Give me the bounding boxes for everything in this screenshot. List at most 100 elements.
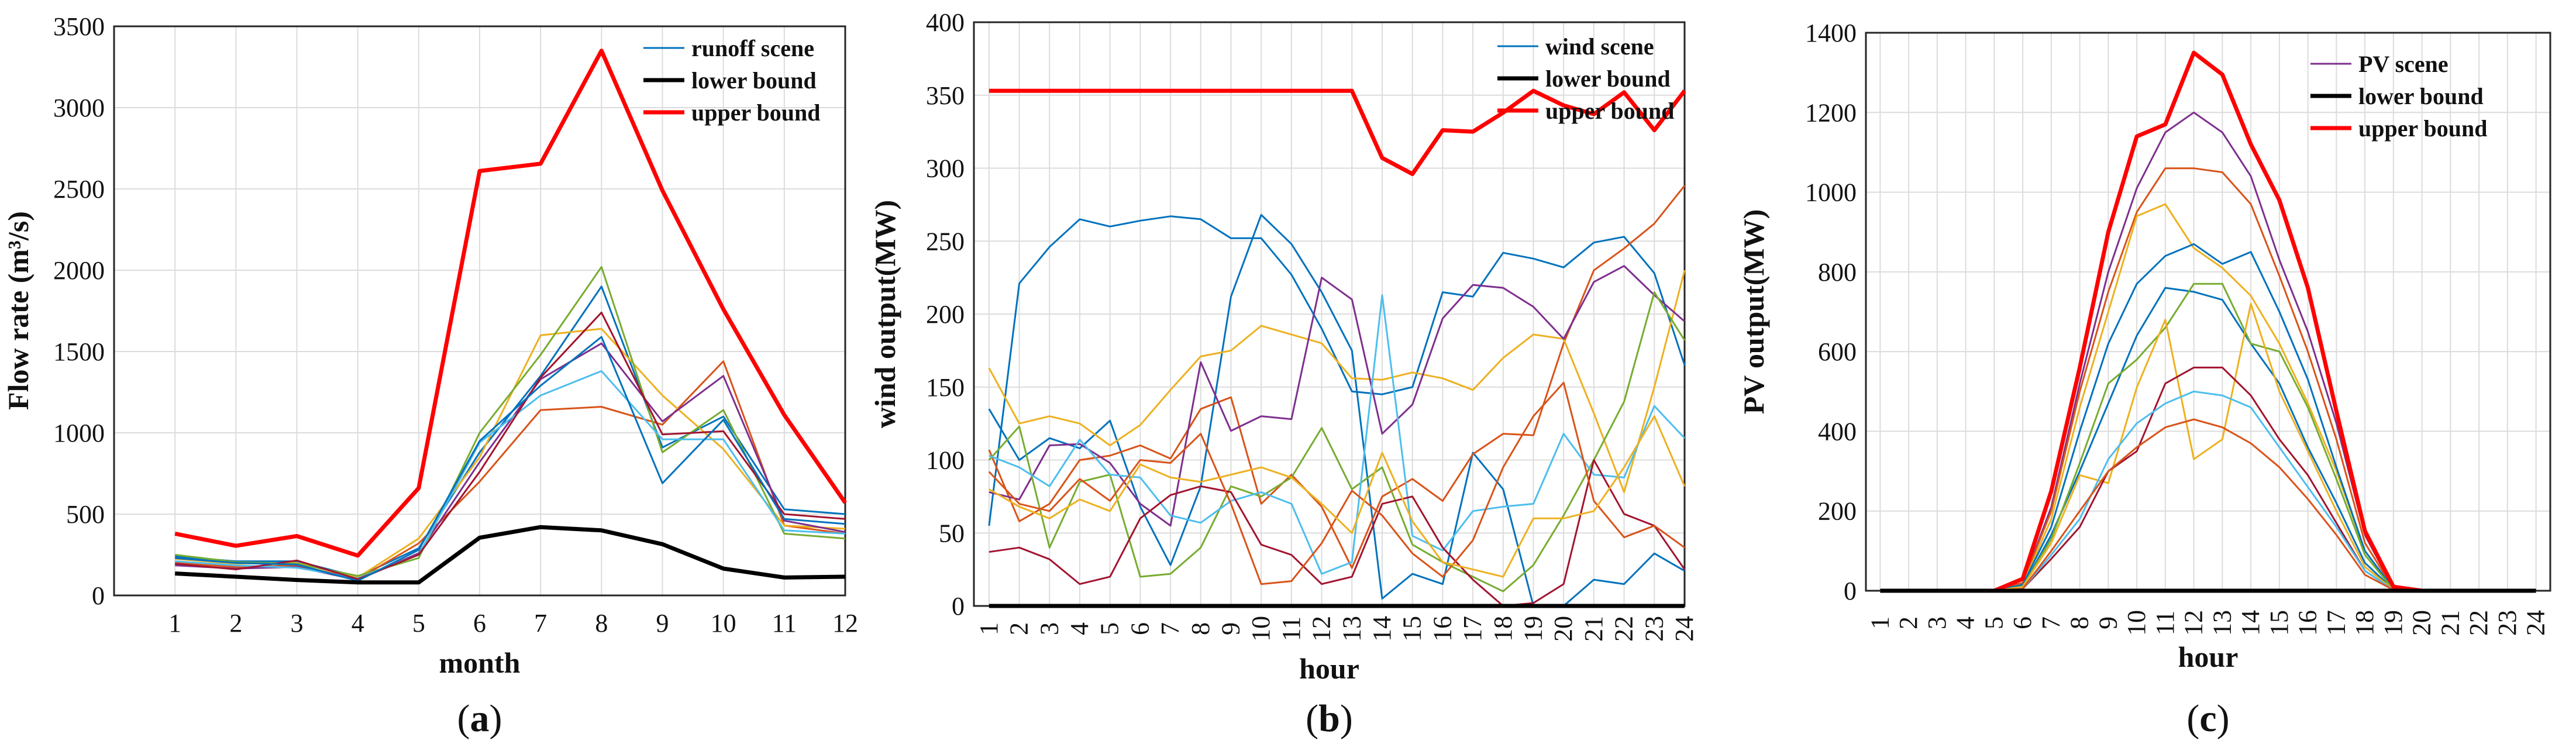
series-line-scene-4 [988,270,1686,493]
x-tick-label: 9 [656,609,669,638]
y-tick-label: 400 [1818,417,1857,446]
x-tick-label: 2 [1894,616,1923,629]
x-tick-label: 5 [1979,616,2008,629]
y-tick-label: 2000 [53,256,105,285]
x-tick-label: 4 [1065,622,1094,635]
y-tick-label: 3000 [53,94,105,122]
panel-caption: (a) [457,697,502,740]
x-tick-label: 14 [1368,616,1396,642]
x-tick-label: 2 [229,609,242,638]
x-tick-label: 8 [1186,622,1215,635]
panel-caption-letter: b [1318,697,1340,740]
series-line-upper-bound [989,88,1686,176]
x-tick-label: 6 [473,609,486,638]
legend-entry: lower bound [691,67,817,94]
x-tick-label: 3 [1035,622,1063,635]
legend-entry: upper bound [2358,115,2488,142]
y-tick-label: 800 [1818,258,1857,287]
legend-entry: upper bound [691,99,821,126]
x-tick-label: 8 [2065,616,2094,629]
series-line-scene-2 [175,360,846,580]
y-tick-label: 250 [926,227,965,256]
y-tick-label: 50 [939,519,965,547]
x-tick-label: 24 [1670,616,1699,642]
series-line-scene-5 [1880,287,2536,592]
x-tick-label: 21 [2436,610,2464,636]
panel-caption: (c) [2186,697,2229,740]
y-tick-label: 1000 [53,419,105,447]
x-tick-label: 20 [1549,616,1578,642]
x-tick-label: 11 [772,609,797,638]
x-tick-label: 5 [412,609,425,638]
x-axis-label: hour [2178,640,2238,673]
x-tick-label: 18 [1489,616,1517,642]
series-line-scene-3 [1880,203,2536,592]
y-tick-label: 1000 [1805,178,1857,207]
x-tick-label: 7 [2037,616,2065,629]
legend-entry: lower bound [1545,66,1671,92]
x-tick-label: 11 [1277,616,1306,641]
x-tick-label: 10 [2122,610,2151,636]
legend: wind scene lower bound upper bound [1497,33,1675,124]
x-tick-label: 5 [1096,622,1124,635]
series-line-scene-10 [989,415,1686,578]
y-tick-label: 2500 [53,175,105,204]
x-tick-label: 4 [352,609,364,638]
x-tick-label: 19 [2379,610,2408,636]
x-tick-label: 8 [595,609,608,638]
y-tick-label: 200 [926,300,965,329]
x-tick-label: 6 [2008,616,2037,629]
panel-caption-letter: c [2199,697,2216,740]
y-axis-label: PV output(MW) [1737,209,1770,414]
series-line-scene-8 [989,459,1686,607]
x-axis-label: hour [1299,652,1359,685]
x-tick-label: 7 [534,609,547,638]
x-tick-label: 1 [974,622,1003,635]
series-line-scene-2 [988,213,1685,607]
x-tick-label: 11 [2151,611,2179,635]
legend: runoff scene lower bound upper bound [643,35,821,126]
series-line-scene-7 [175,311,846,580]
legend-entry: lower bound [2358,83,2484,109]
series-line-scene-6 [175,370,846,580]
series-line-scene-6 [988,291,1686,592]
x-tick-label: 3 [1923,616,1951,629]
y-tick-label: 0 [952,592,965,621]
x-axis-label: month [439,646,521,679]
x-tick-label: 6 [1125,622,1154,635]
x-tick-label: 13 [2207,610,2236,636]
x-tick-label: 16 [1428,616,1456,642]
series-line-scene-10 [1880,418,2536,592]
legend-entry: runoff scene [691,35,814,61]
x-tick-label: 13 [1337,616,1366,642]
legend-entry: wind scene [1545,33,1654,60]
series-line-scene-7 [989,294,1686,575]
y-tick-label: 150 [926,373,965,402]
y-tick-label: 350 [926,81,965,110]
y-tick-label: 0 [1844,577,1857,605]
y-tick-label: 1500 [53,337,105,366]
series-line-scene-5 [989,265,1685,527]
y-tick-label: 3500 [53,12,105,41]
y-tick-label: 300 [926,154,965,183]
x-tick-label: 12 [1307,616,1336,642]
x-tick-label: 10 [1246,616,1275,642]
y-tick-label: 1400 [1805,19,1857,47]
series-line-upper-bound [174,49,847,558]
x-tick-label: 23 [1640,616,1668,642]
y-axis-label: Flow rate (m³/s) [2,211,35,410]
x-tick-label: 21 [1579,616,1608,642]
y-tick-label: 100 [926,446,965,475]
x-tick-label: 7 [1156,622,1184,635]
x-tick-label: 10 [711,609,736,638]
series-line-scene-7 [1880,302,2536,592]
series-line-scene-9 [1880,390,2536,592]
series-line-lower-bound [175,525,846,585]
x-tick-label: 9 [2093,616,2122,629]
plot-frame [113,25,846,597]
x-tick-label: 1 [168,609,181,638]
